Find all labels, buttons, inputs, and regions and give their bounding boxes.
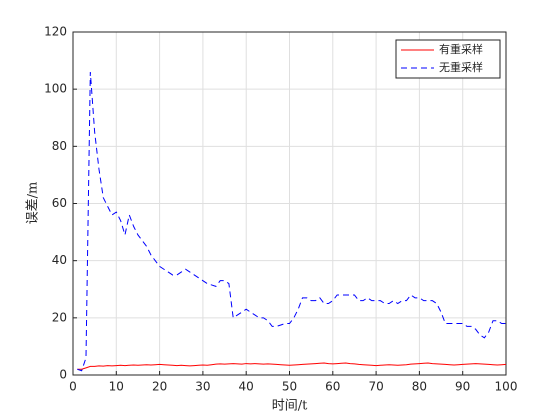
x-tick-label: 80 (412, 380, 427, 394)
legend-label: 有重采样 (439, 42, 483, 56)
y-tick-label: 60 (52, 196, 67, 210)
x-tick-label: 70 (368, 380, 383, 394)
y-tick-label: 120 (44, 25, 67, 39)
y-tick-label: 0 (59, 368, 67, 382)
y-tick-label: 100 (44, 82, 67, 96)
x-tick-label: 0 (69, 380, 77, 394)
legend-box (395, 39, 501, 79)
series-line (77, 71, 506, 372)
x-tick-label: 100 (495, 380, 518, 394)
x-tick-label: 50 (282, 380, 297, 394)
x-axis-label: 时间/t (272, 399, 308, 414)
x-tick-label: 90 (455, 380, 470, 394)
y-tick-label: 40 (52, 253, 67, 267)
y-axis-label: 误差/m (26, 182, 41, 225)
y-tick-label: 80 (52, 139, 67, 153)
x-tick-label: 60 (325, 380, 340, 394)
legend-label: 无重采样 (439, 60, 483, 74)
x-tick-label: 40 (239, 380, 254, 394)
x-tick-label: 30 (195, 380, 210, 394)
x-tick-label: 20 (152, 380, 167, 394)
axes-box (72, 31, 507, 376)
y-tick-label: 20 (52, 310, 67, 324)
x-tick-label: 10 (109, 380, 124, 394)
series-line (77, 362, 507, 370)
